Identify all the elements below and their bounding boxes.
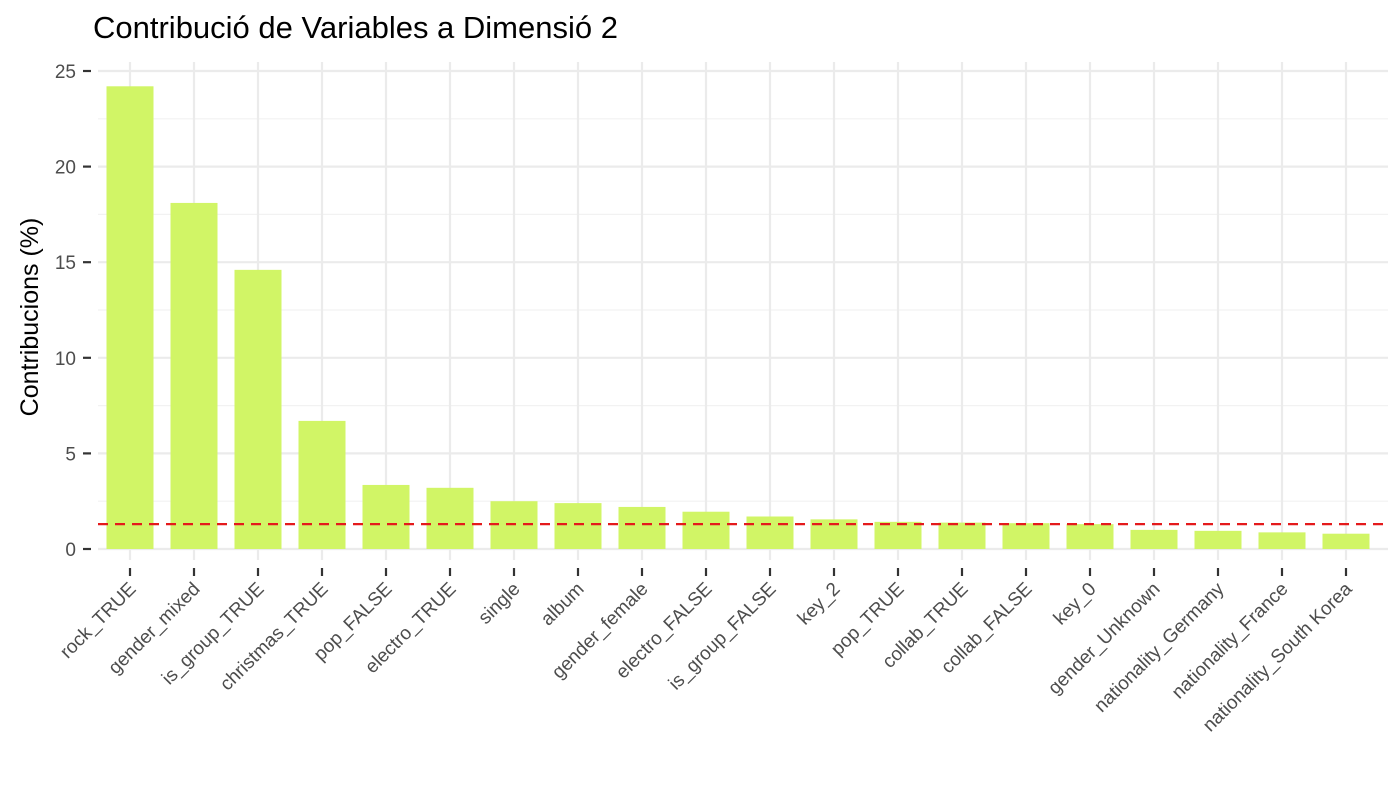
x-tick-label: christmas_TRUE [216,579,332,695]
bar-gender_female [618,506,666,549]
x-tick-label: nationality_France [1168,579,1293,704]
bar-key_0 [1066,524,1114,549]
bar-nationality_Germany [1194,530,1242,549]
x-tick-label: key_0 [1050,579,1101,630]
y-axis: 0 5 10 15 20 25 [55,62,91,561]
y-tick-label: 10 [55,349,76,370]
bar-pop_TRUE [874,521,922,549]
x-axis: rock_TRUEgender_mixedis_group_TRUEchrist… [56,568,1357,736]
bar-nationality_South Korea [1322,533,1370,549]
bar-christmas_TRUE [298,420,346,549]
bar-pop_FALSE [362,484,410,549]
y-tick-label: 20 [55,158,76,179]
bar-album [554,503,602,549]
bar-gender_Unknown [1130,529,1178,549]
bars [106,86,1370,550]
y-tick-label: 25 [55,62,76,83]
bar-gender_mixed [170,202,218,550]
x-tick-label: single [475,579,525,629]
bar-is_group_TRUE [234,269,282,549]
bar-collab_TRUE [938,522,986,549]
bar-electro_FALSE [682,511,730,549]
bar-rock_TRUE [106,86,154,550]
grid-lines [98,62,1388,560]
bar-electro_TRUE [426,487,474,549]
chart-title: Contribució de Variables a Dimensió 2 [93,10,618,45]
y-axis-label: Contribucions (%) [16,218,44,417]
x-tick-label: key_2 [794,579,845,630]
x-tick-label: is_group_FALSE [665,579,781,695]
y-tick-label: 5 [65,444,76,465]
y-tick-label: 15 [55,253,76,274]
x-tick-label: album [537,579,588,630]
bar-is_group_FALSE [746,516,794,549]
bar-collab_FALSE [1002,523,1050,549]
bar-nationality_France [1258,532,1306,549]
y-tick-label: 0 [65,540,76,561]
x-tick-label: gender_Unknown [1044,579,1164,699]
